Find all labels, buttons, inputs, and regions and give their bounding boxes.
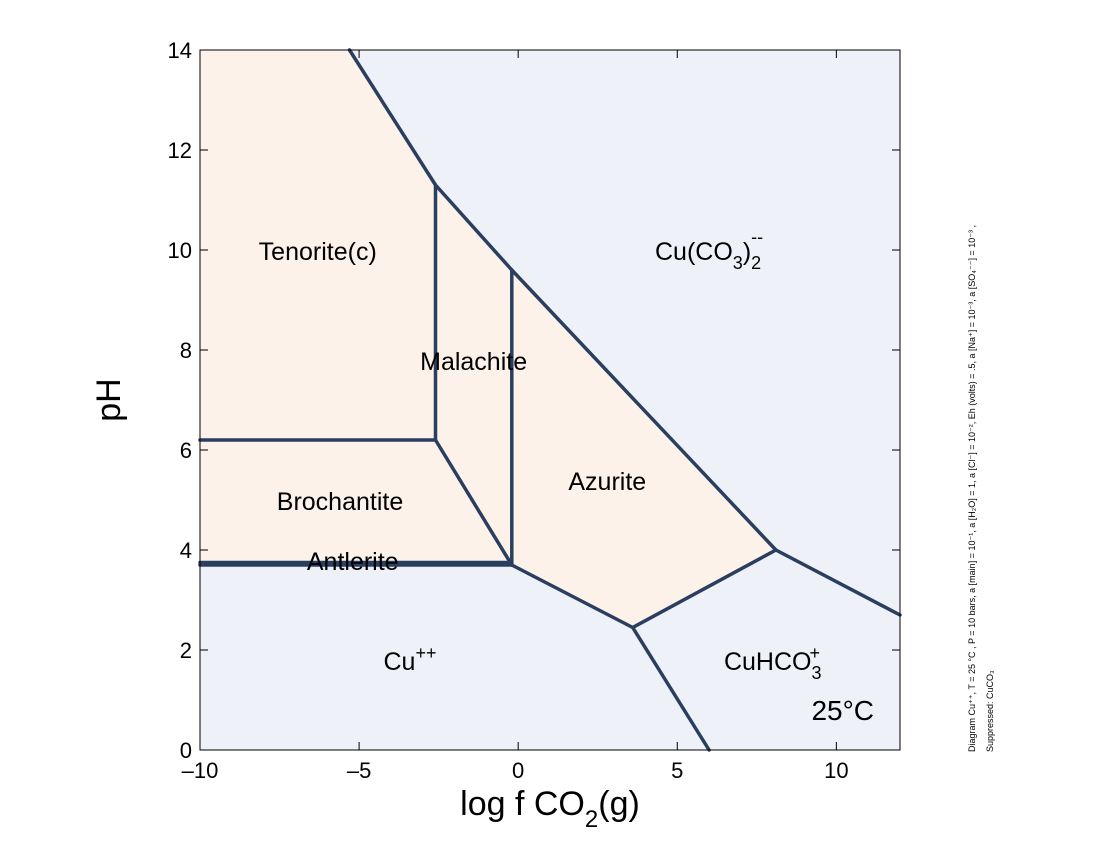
side-note-line1: Diagram Cu⁺⁺, T = 25 °C , P = 10 bars, a… — [967, 225, 977, 752]
field-label-cu-ion: Cu++ — [384, 643, 437, 676]
field-label-malachite: Malachite — [420, 348, 527, 376]
phase-boundary-4 — [198, 438, 514, 567]
labels-layer: Tenorite(c) Malachite Azurite Brochantite An… — [259, 227, 822, 683]
regions-layer — [200, 50, 776, 628]
x-tick-label: 10 — [824, 758, 848, 783]
temperature-label: 25°C — [811, 695, 874, 726]
y-tick-label: 12 — [168, 138, 192, 163]
y-tick-label: 4 — [180, 538, 192, 563]
y-axis-title: pH — [90, 378, 128, 421]
field-label-brochantite: Brochantite — [277, 488, 403, 516]
y-tick-label: 2 — [180, 638, 192, 663]
y-tick-label: 14 — [168, 38, 192, 63]
plot-frame — [199, 49, 901, 751]
phase-boundary-7 — [630, 625, 711, 752]
region-brochantite — [200, 440, 512, 565]
field-label-tenorite: Tenorite(c) — [259, 238, 377, 266]
x-axis-title: log f CO2(g) — [460, 785, 640, 833]
side-note-line2: Suppressed: CuCO₃ — [985, 670, 995, 752]
x-tick-label: –5 — [347, 758, 371, 783]
field-label-cuco3-complex: Cu(CO3)2-- — [655, 227, 763, 273]
y-tick-label: 6 — [180, 438, 192, 463]
x-tick-label: 0 — [512, 758, 524, 783]
x-tick-label: –10 — [182, 758, 219, 783]
region-tenorite-c — [200, 50, 436, 440]
side-note: Diagram Cu⁺⁺, T = 25 °C , P = 10 bars, a… — [967, 225, 995, 752]
phase-boundary-6 — [198, 548, 778, 630]
field-label-antlerite: Antlerite — [307, 548, 399, 576]
x-tick-label: 5 — [671, 758, 683, 783]
region-azurite — [511, 270, 776, 628]
y-tick-label: 8 — [180, 338, 192, 363]
boundaries-layer — [198, 48, 902, 752]
ticks-layer: –10 –5 0 5 10 0 2 4 6 8 10 12 14 — [168, 38, 900, 783]
field-label-cuhco3: CuHCO3+ — [724, 643, 822, 683]
field-label-azurite: Azurite — [568, 468, 646, 496]
y-tick-label: 10 — [168, 238, 192, 263]
y-tick-label: 0 — [180, 738, 192, 763]
